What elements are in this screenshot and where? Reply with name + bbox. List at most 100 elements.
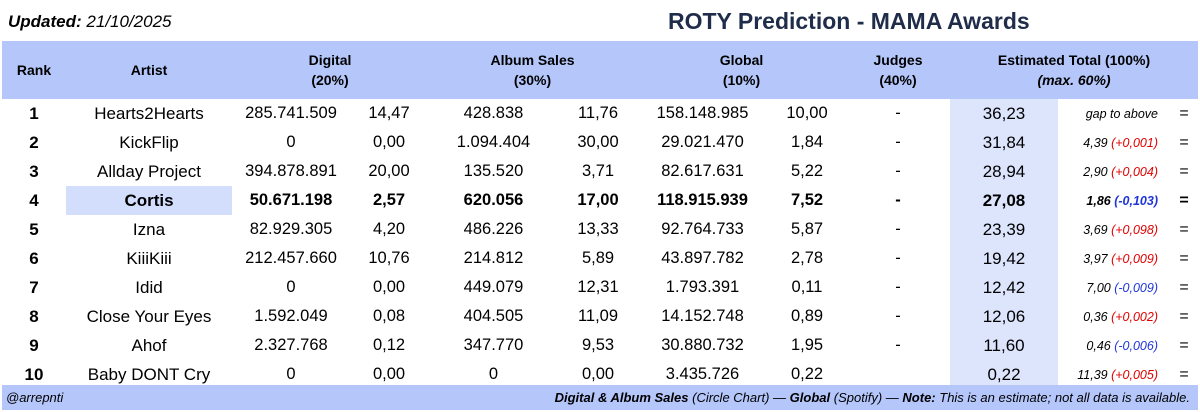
gap-cell: gap to above	[1058, 99, 1170, 128]
global-cell: 14.152.748	[661, 307, 744, 325]
change-value: (-0,009)	[1114, 280, 1158, 295]
col-digital-weight: (20%)	[311, 72, 349, 88]
gap-cell: 4,39 (+0,001)	[1058, 128, 1170, 157]
estimated-total-cell: 28,94	[950, 157, 1058, 186]
note-label: Note:	[902, 390, 936, 405]
artist-cell: KickFlip	[119, 132, 179, 152]
global-cell: 43.897.782	[661, 249, 744, 267]
trend-indicator: =	[1179, 249, 1189, 267]
table-row[interactable]: 4 Cortis 50.671.198 2,57 620.056 17,00 118.915…	[2, 186, 1198, 215]
artist-cell: KiiiKiii	[126, 248, 172, 268]
sources-2: (Spotify)	[833, 390, 883, 405]
table-row[interactable]: 6 KiiiKiii 212.457.660 10,76 214.812 5,89 43.8…	[2, 244, 1198, 273]
rank-cell: 5	[29, 219, 39, 239]
note-text: This is an estimate; not all data is ava…	[939, 390, 1190, 405]
trend-indicator: =	[1179, 104, 1189, 122]
digital-points-cell: 0,12	[372, 336, 406, 354]
global-points-cell: 5,22	[790, 162, 824, 180]
artist-cell: Cortis	[66, 186, 232, 215]
judges-cell: -	[895, 278, 901, 296]
global-cell: 82.617.631	[661, 162, 744, 180]
sources-note: Digital & Album Sales (Circle Chart) — G…	[555, 390, 1190, 405]
col-digital[interactable]: Digital (20%)	[232, 41, 428, 99]
gap-cell: 3,69 (+0,098)	[1058, 215, 1170, 244]
gap-value: 2,90	[1083, 164, 1108, 179]
judges-cell: -	[895, 133, 901, 151]
change-value: (+0,005)	[1111, 367, 1158, 382]
digital-points-cell: 10,76	[368, 249, 410, 267]
table-row[interactable]: 5 Izna 82.929.305 4,20 486.226 13,33 92.764.73…	[2, 215, 1198, 244]
global-cell: 30.880.732	[661, 336, 744, 354]
col-total-label: Estimated Total (100%)	[997, 52, 1151, 68]
global-cell: 92.764.733	[661, 220, 744, 238]
sources-1: (Circle Chart)	[692, 390, 770, 405]
col-global[interactable]: Global (10%)	[637, 41, 846, 99]
estimated-total-cell: 0,22	[950, 360, 1058, 389]
col-global-weight: (10%)	[722, 72, 761, 88]
top-bar: Updated: 21/10/2025 ROTY Prediction - MA…	[0, 0, 1200, 40]
trend-indicator: =	[1179, 191, 1189, 209]
gap-cell: 7,00 (-0,009)	[1058, 273, 1170, 302]
digital-points-cell: 4,20	[372, 220, 406, 238]
trend-indicator: =	[1179, 365, 1189, 383]
trend-indicator: =	[1179, 162, 1189, 180]
global-points-cell: 7,52	[790, 191, 824, 209]
change-value: (-0,103)	[1114, 193, 1158, 208]
col-artist[interactable]: Artist	[66, 41, 232, 99]
sources-bold-2: Global	[789, 390, 831, 405]
album-cell: 449.079	[463, 278, 524, 296]
global-cell: 3.435.726	[665, 365, 740, 383]
updated-stamp: Updated: 21/10/2025	[8, 12, 172, 32]
gap-value: 7,00	[1086, 280, 1111, 295]
table-row[interactable]: 9 Ahof 2.327.768 0,12 347.770 9,53 30.880.732 1…	[2, 331, 1198, 360]
change-value: (+0,098)	[1111, 222, 1158, 237]
estimated-total-cell: 31,84	[950, 128, 1058, 157]
album-points-cell: 17,00	[577, 191, 619, 209]
col-estimated-total[interactable]: Estimated Total (100%) (max. 60%)	[950, 41, 1199, 99]
col-judges[interactable]: Judges (40%)	[846, 41, 950, 99]
album-points-cell: 5,89	[581, 249, 615, 267]
judges-cell: -	[895, 307, 901, 325]
table-row[interactable]: 1 Hearts2Hearts 285.741.509 14,47 428.838 11,…	[2, 99, 1198, 128]
global-points-cell: 0,89	[790, 307, 824, 325]
table-row[interactable]: 3 Allday Project 394.878.891 20,00 135.520 3,…	[2, 157, 1198, 186]
gap-cell: 0,36 (+0,002)	[1058, 302, 1170, 331]
album-points-cell: 9,53	[581, 336, 615, 354]
table-row[interactable]: 10 Baby DONT Cry 0 0,00 0 0,00 3.435.726 0,22 0,…	[2, 360, 1198, 389]
global-points-cell: 10,00	[786, 104, 828, 122]
digital-cell: 0	[286, 133, 296, 151]
global-cell: 158.148.985	[656, 104, 749, 122]
gap-cell: 2,90 (+0,004)	[1058, 157, 1170, 186]
rank-cell: 9	[29, 335, 39, 355]
table-row[interactable]: 8 Close Your Eyes 1.592.049 0,08 404.505 11,0…	[2, 302, 1198, 331]
judges-cell: -	[895, 162, 901, 180]
gap-value: gap to above	[1085, 106, 1158, 121]
trend-indicator: =	[1179, 307, 1189, 325]
updated-label: Updated:	[8, 12, 82, 31]
change-value: (+0,009)	[1111, 251, 1158, 266]
table-body: 1 Hearts2Hearts 285.741.509 14,47 428.838 11,…	[2, 99, 1198, 389]
col-judges-weight: (40%)	[879, 72, 917, 88]
col-album-weight: (30%)	[513, 72, 552, 88]
estimated-total-cell: 12,42	[950, 273, 1058, 302]
trend-indicator: =	[1179, 278, 1189, 296]
change-value: (+0,004)	[1111, 164, 1158, 179]
album-cell: 486.226	[463, 220, 524, 238]
artist-cell: Close Your Eyes	[86, 306, 212, 326]
table-row[interactable]: 2 KickFlip 0 0,00 1.094.404 30,00 29.021.470 1,…	[2, 128, 1198, 157]
estimated-total-cell: 27,08	[950, 186, 1058, 215]
album-cell: 214.812	[463, 249, 524, 267]
artist-cell: Baby DONT Cry	[87, 364, 211, 384]
change-value: (-0,006)	[1114, 338, 1158, 353]
gap-cell: 11,39 (+0,005)	[1058, 360, 1170, 389]
artist-cell: Allday Project	[97, 161, 201, 181]
digital-points-cell: 0,00	[372, 365, 406, 383]
album-cell: 0	[488, 365, 499, 383]
col-rank[interactable]: Rank	[2, 41, 66, 99]
table-row[interactable]: 7 Idid 0 0,00 449.079 12,31 1.793.391 0,11 - 12,4…	[2, 273, 1198, 302]
trend-indicator: =	[1179, 220, 1189, 238]
col-album-sales[interactable]: Album Sales (30%)	[428, 41, 637, 99]
gap-value: 0,36	[1083, 309, 1108, 324]
artist-cell: Izna	[132, 219, 166, 239]
global-points-cell: 0,11	[791, 278, 823, 296]
